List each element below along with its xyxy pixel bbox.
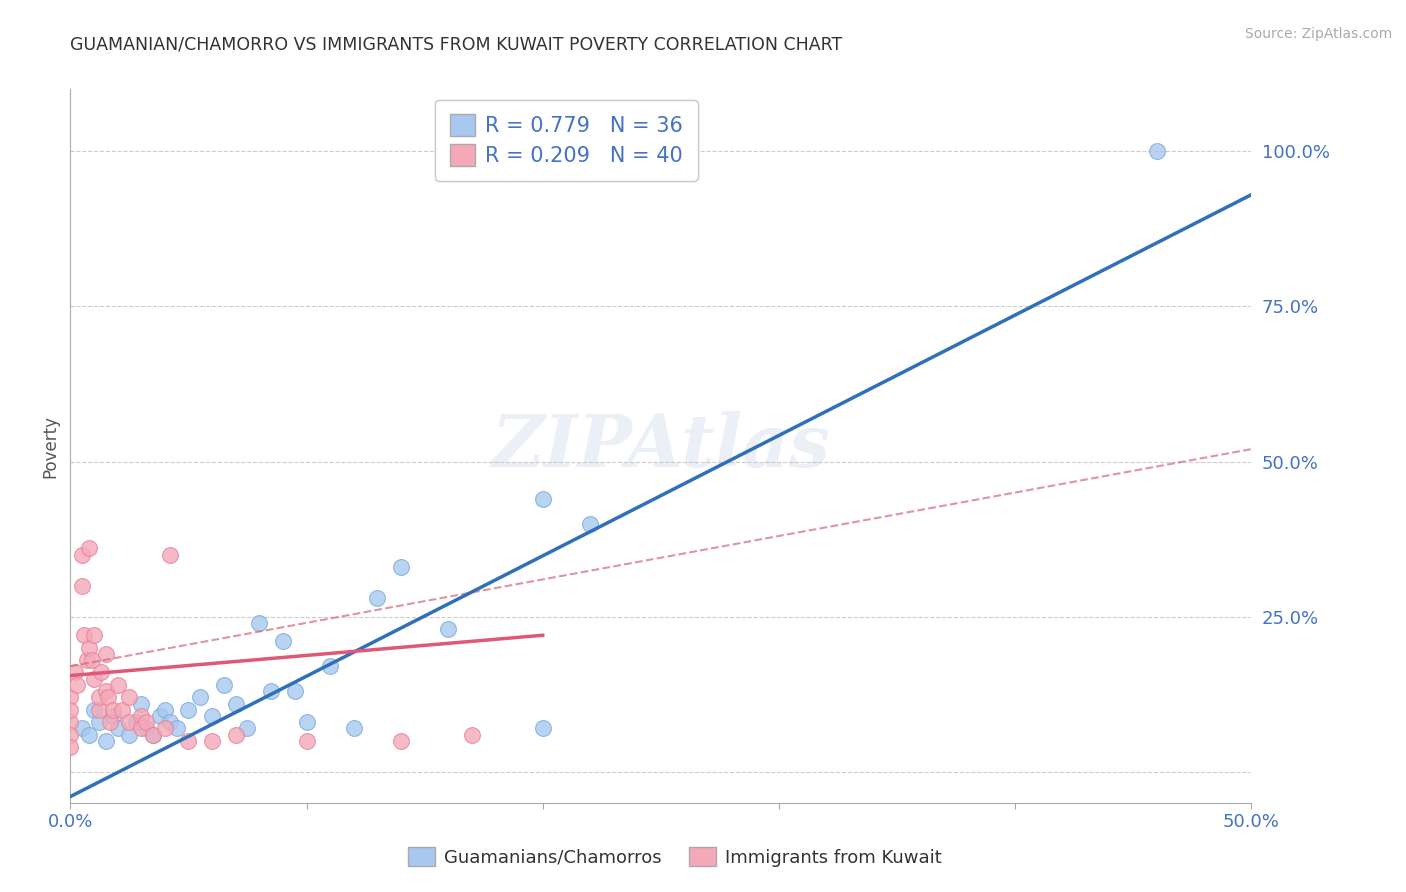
Point <box>271 634 294 648</box>
Legend: R = 0.779   N = 36, R = 0.209   N = 40: R = 0.779 N = 36, R = 0.209 N = 40 <box>434 100 697 180</box>
Point <box>159 715 181 730</box>
Y-axis label: Poverty: Poverty <box>41 415 59 477</box>
Point <box>83 672 105 686</box>
Point <box>87 703 110 717</box>
Point <box>236 722 259 736</box>
Point <box>212 678 235 692</box>
Point <box>129 709 152 723</box>
Point <box>83 628 105 642</box>
Point <box>77 640 100 655</box>
Point <box>76 653 98 667</box>
Point <box>118 715 141 730</box>
Text: ZIPAtlas: ZIPAtlas <box>492 410 830 482</box>
Point <box>59 727 82 741</box>
Point <box>177 703 200 717</box>
Point <box>111 703 134 717</box>
Point <box>159 548 181 562</box>
Point <box>83 703 105 717</box>
Point <box>80 653 103 667</box>
Point <box>90 665 112 680</box>
Point <box>343 722 366 736</box>
Point <box>87 690 110 705</box>
Point <box>73 628 96 642</box>
Point <box>366 591 388 605</box>
Point <box>125 715 148 730</box>
Point <box>225 727 247 741</box>
Point <box>94 733 117 747</box>
Point <box>77 727 100 741</box>
Point <box>94 684 117 698</box>
Point <box>70 579 93 593</box>
Point <box>129 697 152 711</box>
Point <box>63 665 86 680</box>
Point <box>107 678 129 692</box>
Point <box>70 722 93 736</box>
Point <box>166 722 188 736</box>
Point <box>153 722 176 736</box>
Point <box>284 684 307 698</box>
Point <box>177 733 200 747</box>
Point <box>59 703 82 717</box>
Point <box>188 690 211 705</box>
Point <box>107 722 129 736</box>
Point <box>101 709 124 723</box>
Point <box>295 715 318 730</box>
Point <box>59 715 82 730</box>
Point <box>149 709 172 723</box>
Point <box>461 727 484 741</box>
Point <box>66 678 89 692</box>
Point <box>142 727 165 741</box>
Point <box>97 690 120 705</box>
Point <box>135 722 157 736</box>
Point <box>153 703 176 717</box>
Point <box>118 690 141 705</box>
Point <box>531 722 554 736</box>
Text: GUAMANIAN/CHAMORRO VS IMMIGRANTS FROM KUWAIT POVERTY CORRELATION CHART: GUAMANIAN/CHAMORRO VS IMMIGRANTS FROM KU… <box>70 36 842 54</box>
Point <box>70 548 93 562</box>
Point <box>87 715 110 730</box>
Point <box>437 622 460 636</box>
Point <box>579 516 602 531</box>
Point <box>101 703 124 717</box>
Legend: Guamanians/Chamorros, Immigrants from Kuwait: Guamanians/Chamorros, Immigrants from Ku… <box>401 840 949 874</box>
Point <box>129 722 152 736</box>
Point <box>100 715 122 730</box>
Point <box>201 709 224 723</box>
Point <box>389 560 412 574</box>
Point <box>389 733 412 747</box>
Point <box>247 615 270 630</box>
Text: Source: ZipAtlas.com: Source: ZipAtlas.com <box>1244 27 1392 41</box>
Point <box>260 684 283 698</box>
Point <box>201 733 224 747</box>
Point <box>531 491 554 506</box>
Point <box>1146 145 1168 159</box>
Point <box>77 541 100 556</box>
Point <box>295 733 318 747</box>
Point <box>142 727 165 741</box>
Point <box>94 647 117 661</box>
Point <box>118 727 141 741</box>
Point <box>59 739 82 754</box>
Point <box>225 697 247 711</box>
Point <box>319 659 342 673</box>
Point <box>135 715 157 730</box>
Point <box>59 690 82 705</box>
